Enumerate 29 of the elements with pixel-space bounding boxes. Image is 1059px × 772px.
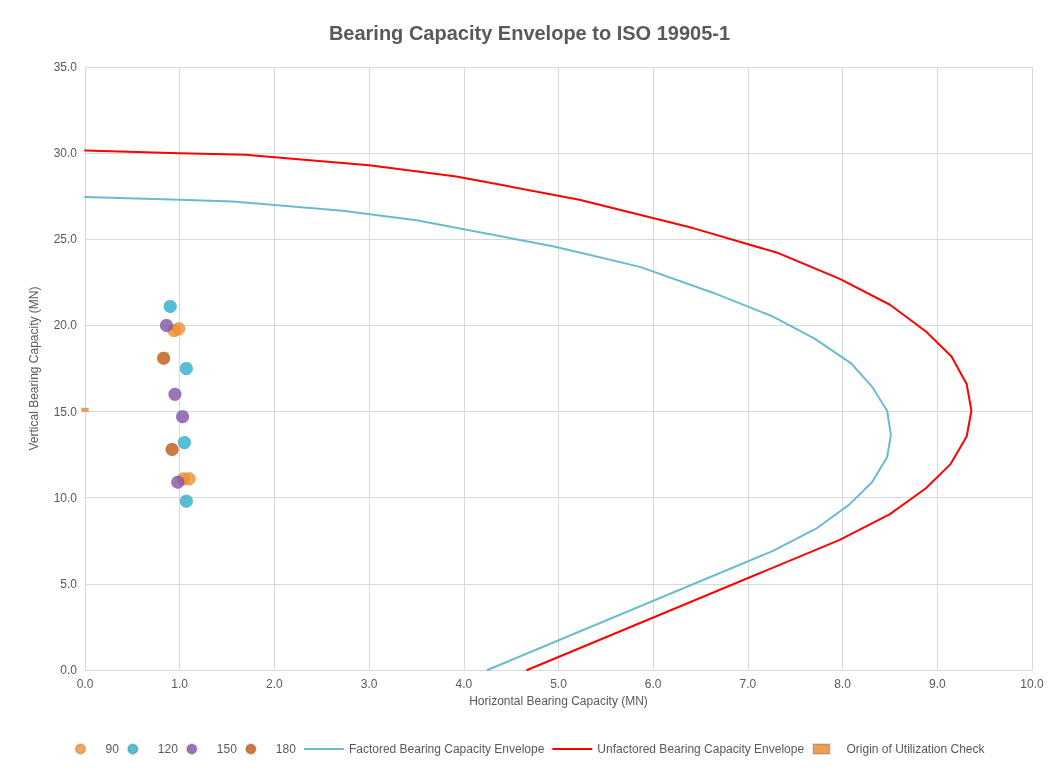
y-tick-label: 20.0 [53,318,78,333]
x-tick-label: 8.0 [834,677,852,691]
legend-label: 120 [157,742,179,756]
x-tick-label: 6.0 [644,677,662,691]
y-tick-label: 15.0 [53,404,78,419]
chart-title: Bearing Capacity Envelope to ISO 19905-1 [328,22,731,44]
y-axis-title: Vertical Bearing Capacity (MN) [27,286,41,451]
x-tick-label: 4.0 [455,677,473,691]
y-tick-label: 35.0 [53,60,78,74]
x-tick-label: 3.0 [360,677,378,691]
legend-label: 180 [275,742,297,756]
x-tick-label: 0.0 [76,677,94,691]
x-tick-label: 7.0 [739,677,757,691]
legend-label: Factored Bearing Capacity Envelope [348,742,545,756]
x-tick-label: 5.0 [550,677,568,691]
legend-label: Origin of Utilization Check [846,742,986,756]
legend-label: 150 [216,742,238,756]
legend-label: 90 [105,742,120,756]
y-tick-label: 30.0 [53,146,78,161]
legend-label: Unfactored Bearing Capacity Envelope [597,742,805,756]
y-tick-label: 25.0 [53,232,78,247]
x-axis-title: Horizontal Bearing Capacity (MN) [469,694,648,708]
y-tick-label: 5.0 [60,576,78,591]
x-tick-label: 2.0 [266,677,284,691]
x-tick-label: 1.0 [171,677,189,691]
y-tick-label: 0.0 [60,663,78,677]
x-tick-label: 9.0 [928,677,946,691]
x-tick-label: 10.0 [1020,677,1044,691]
y-tick-label: 10.0 [53,490,78,505]
